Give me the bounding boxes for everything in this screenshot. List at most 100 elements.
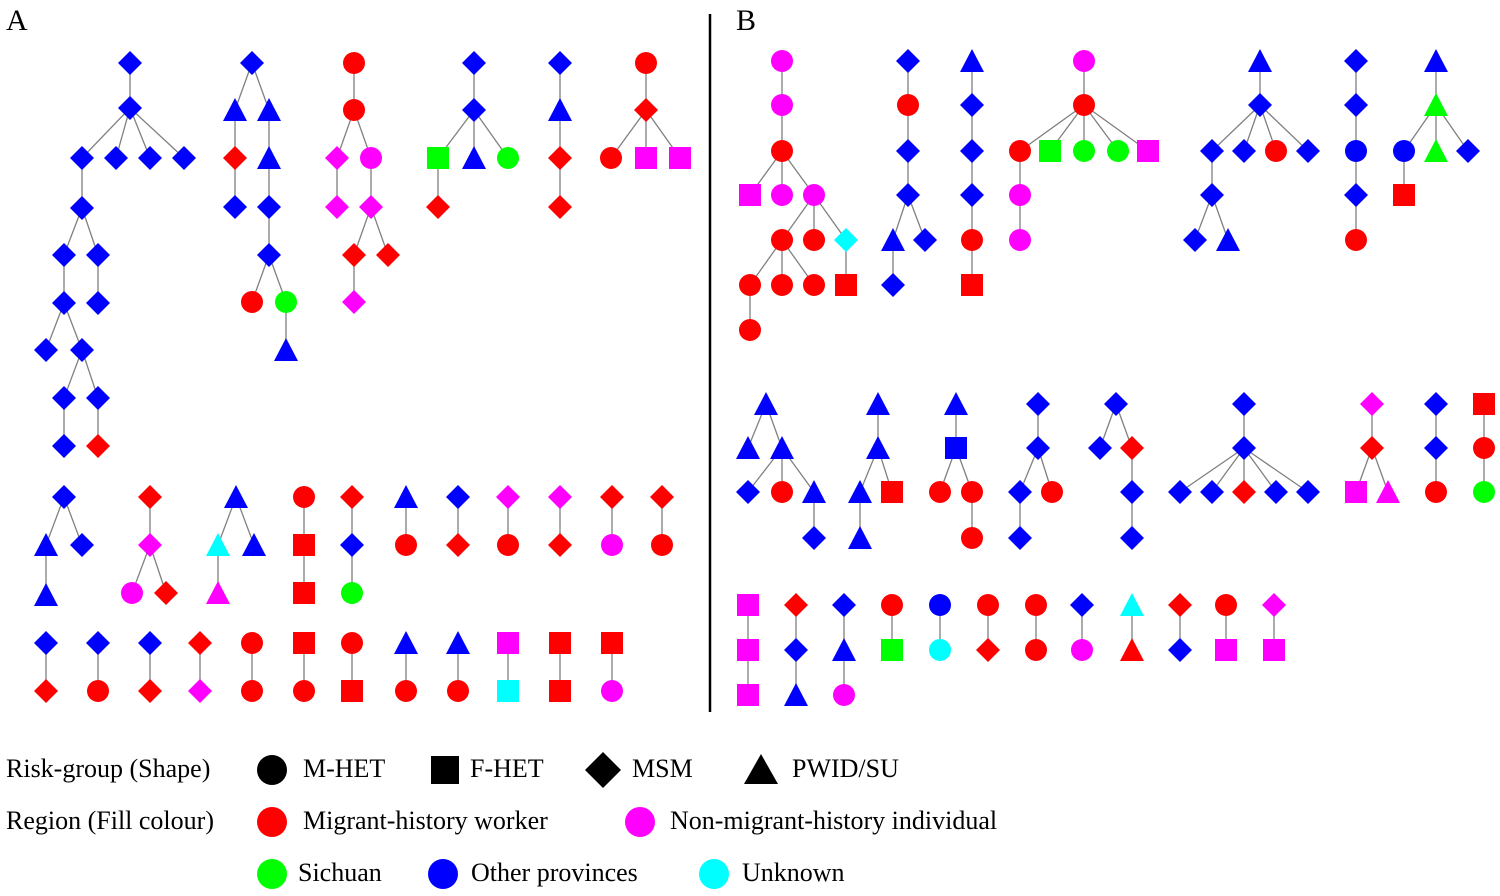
node-b-14-2-circle-red: [1425, 481, 1447, 503]
node-a-1-4-triangle-blue: [257, 146, 281, 169]
node-b-3-4-circle-green: [1073, 140, 1095, 162]
node-a-24-1-circle-red: [395, 680, 417, 702]
node-a-7-3-diamond-red: [154, 581, 178, 605]
node-b-13-1-diamond-red: [1360, 436, 1384, 460]
node-b-10-0-diamond-blue: [1026, 392, 1050, 416]
node-a-3-2-square-green: [427, 147, 449, 169]
node-a-8-1-triangle-cyan: [206, 533, 230, 556]
node-b-16-2-square-magenta: [737, 684, 759, 706]
edge-b-12-1: [1179, 447, 1245, 493]
node-b-17-2-triangle-blue: [784, 683, 808, 706]
node-a-11-0-triangle-blue: [394, 485, 418, 508]
node-a-9-2-square-red: [293, 582, 315, 604]
node-a-10-0-diamond-red: [340, 485, 364, 509]
panel-a-label: A: [6, 4, 28, 37]
node-a-21-0-circle-red: [241, 632, 263, 654]
node-b-7-5-triangle-blue: [802, 480, 826, 503]
node-b-12-2-diamond-blue: [1168, 480, 1192, 504]
node-a-0-10-diamond-blue: [86, 291, 110, 315]
node-b-0-4-circle-magenta: [771, 184, 793, 206]
node-a-0-9-diamond-blue: [52, 291, 76, 315]
node-b-4-3-diamond-blue: [1232, 139, 1256, 163]
node-a-6-3-triangle-blue: [34, 583, 58, 606]
node-a-1-5-diamond-blue: [223, 195, 247, 219]
node-a-19-1-diamond-red: [138, 679, 162, 703]
node-b-24-1-triangle-red: [1120, 638, 1144, 661]
node-a-5-1-diamond-red: [634, 98, 658, 122]
node-a-2-7-diamond-red: [376, 243, 400, 267]
node-b-11-3-diamond-blue: [1120, 480, 1144, 504]
node-a-3-4-circle-green: [497, 147, 519, 169]
node-b-15-1-circle-red: [1473, 437, 1495, 459]
node-a-18-1-circle-red: [87, 680, 109, 702]
node-b-0-11-circle-red: [803, 274, 825, 296]
node-b-24-0-triangle-cyan: [1120, 593, 1144, 616]
node-b-3-7-circle-magenta: [1009, 184, 1031, 206]
node-b-12-3-diamond-blue: [1200, 480, 1224, 504]
node-a-8-3-triangle-magenta: [206, 581, 230, 604]
node-a-0-5-diamond-blue: [172, 146, 196, 170]
node-a-10-1-diamond-blue: [340, 533, 364, 557]
node-b-4-1-diamond-blue: [1248, 93, 1272, 117]
node-a-0-8-diamond-blue: [86, 243, 110, 267]
node-b-7-2-triangle-blue: [770, 436, 794, 459]
legend-region-title: Region (Fill colour): [6, 806, 214, 835]
node-b-5-1-diamond-blue: [1344, 93, 1368, 117]
node-b-4-5-diamond-blue: [1296, 139, 1320, 163]
legend-shape-label-mhet: M-HET: [303, 754, 386, 783]
node-a-0-16-diamond-red: [86, 434, 110, 458]
node-b-1-3-diamond-blue: [896, 183, 920, 207]
edge-b-4-1: [1211, 104, 1261, 152]
edge-b-4-4: [1259, 104, 1309, 152]
legend-diamond-icon: [585, 752, 621, 788]
node-a-5-0-circle-red: [635, 52, 657, 74]
node-a-9-0-circle-red: [293, 486, 315, 508]
node-a-12-1-diamond-red: [446, 533, 470, 557]
legend-region-label-unknown: Unknown: [742, 858, 845, 887]
node-a-3-0-diamond-blue: [462, 51, 486, 75]
node-b-14-1-diamond-blue: [1424, 436, 1448, 460]
node-a-1-8-circle-red: [241, 291, 263, 313]
node-b-6-2-circle-blue: [1393, 140, 1415, 162]
node-b-1-1-circle-red: [897, 94, 919, 116]
node-a-8-2-triangle-blue: [242, 533, 266, 556]
node-a-3-5-diamond-red: [426, 195, 450, 219]
node-b-1-6-diamond-blue: [881, 273, 905, 297]
node-b-4-0-triangle-blue: [1248, 49, 1272, 72]
node-a-0-4-diamond-blue: [138, 146, 162, 170]
legend-cyan-dot-icon: [699, 859, 729, 889]
node-b-18-2-circle-magenta: [833, 684, 855, 706]
node-a-7-0-diamond-red: [138, 485, 162, 509]
node-a-16-0-diamond-red: [650, 485, 674, 509]
node-b-15-0-square-red: [1473, 393, 1495, 415]
node-a-22-0-square-red: [293, 632, 315, 654]
node-a-28-0-square-red: [601, 632, 623, 654]
legend-blue-dot-icon: [428, 859, 458, 889]
node-b-2-2-diamond-blue: [960, 139, 984, 163]
node-b-5-2-circle-blue: [1345, 140, 1367, 162]
node-b-15-2-circle-green: [1473, 481, 1495, 503]
node-b-12-4-diamond-red: [1232, 480, 1256, 504]
node-a-13-1-circle-red: [497, 534, 519, 556]
node-b-9-4-circle-red: [961, 527, 983, 549]
node-b-6-3-triangle-green: [1424, 139, 1448, 162]
node-a-17-0-diamond-blue: [34, 631, 58, 655]
node-a-15-0-diamond-red: [600, 485, 624, 509]
node-a-20-1-diamond-magenta: [188, 679, 212, 703]
node-b-13-3-triangle-magenta: [1376, 480, 1400, 503]
node-b-8-2-triangle-blue: [848, 480, 872, 503]
node-b-0-10-circle-red: [771, 274, 793, 296]
node-b-6-0-triangle-blue: [1424, 49, 1448, 72]
node-b-23-0-diamond-blue: [1070, 593, 1094, 617]
node-b-6-1-triangle-green: [1424, 93, 1448, 116]
node-a-0-14-diamond-blue: [86, 386, 110, 410]
node-a-27-1-square-red: [549, 680, 571, 702]
node-b-0-5-circle-magenta: [803, 184, 825, 206]
node-a-2-1-circle-red: [343, 99, 365, 121]
node-b-8-3-square-red: [881, 481, 903, 503]
node-b-4-6-diamond-blue: [1200, 183, 1224, 207]
edge-b-12-4: [1243, 447, 1277, 493]
legend-shape-label-fhet: F-HET: [470, 754, 544, 783]
node-a-20-0-diamond-red: [188, 631, 212, 655]
node-b-0-13-circle-red: [739, 319, 761, 341]
